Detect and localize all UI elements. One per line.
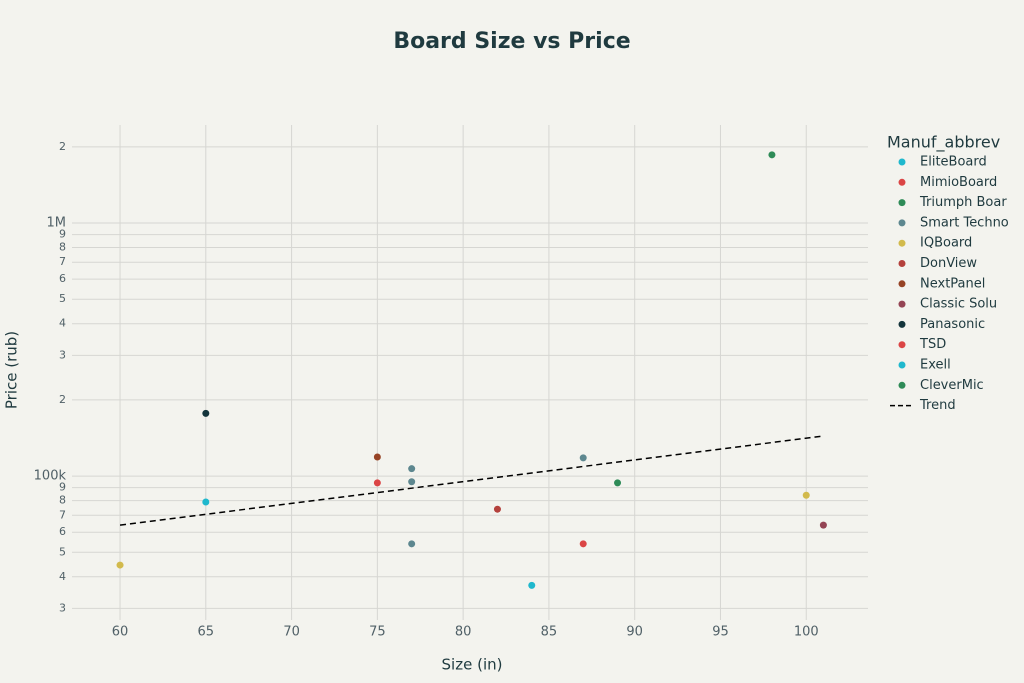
- legend-marker: [898, 158, 906, 166]
- legend-label: TSD: [919, 337, 946, 352]
- y-tick-label: 1M: [47, 216, 67, 231]
- point: [819, 521, 827, 529]
- legend-label: NextPanel: [920, 276, 985, 291]
- legend-label: Exell: [920, 358, 951, 373]
- legend-marker: [898, 219, 906, 227]
- y-tick-label: 100k: [34, 469, 67, 484]
- x-tick-label: 100: [794, 625, 819, 640]
- y-tick-label: 5: [59, 292, 66, 305]
- point: [528, 581, 536, 589]
- legend-label: EliteBoard: [920, 155, 987, 170]
- y-tick-label: 6: [59, 525, 66, 538]
- y-tick-label: 2: [59, 393, 66, 406]
- legend-marker: [898, 300, 906, 308]
- y-tick-label: 4: [59, 570, 66, 583]
- point: [408, 465, 416, 473]
- legend-label: Trend: [919, 398, 956, 413]
- legend-label: IQBoard: [920, 236, 972, 251]
- legend-marker: [898, 361, 906, 369]
- legend-marker: [898, 341, 906, 349]
- point: [202, 409, 210, 417]
- y-tick-label: 2: [59, 140, 66, 153]
- legend-marker: [898, 260, 906, 267]
- x-tick-label: 80: [455, 625, 472, 640]
- point: [802, 491, 810, 499]
- legend-marker: [898, 320, 906, 328]
- legend-marker: [898, 178, 906, 186]
- point: [202, 498, 210, 506]
- x-tick-label: 65: [198, 625, 215, 640]
- point: [768, 151, 776, 159]
- y-tick-label: 4: [59, 317, 66, 330]
- y-tick-label: 7: [59, 508, 66, 521]
- legend-label: Panasonic: [920, 317, 985, 332]
- legend-label: MimioBoard: [920, 175, 997, 190]
- y-tick-label: 5: [59, 545, 66, 558]
- y-tick-label: 3: [59, 601, 66, 614]
- x-tick-label: 70: [283, 625, 300, 640]
- legend-marker: [898, 239, 906, 247]
- point: [408, 540, 416, 548]
- legend-marker: [898, 381, 906, 389]
- y-tick-label: 9: [59, 228, 66, 241]
- legend-label: DonView: [920, 256, 977, 271]
- x-tick-label: 90: [626, 625, 643, 640]
- point: [373, 479, 381, 487]
- legend-label: Triumph Boar: [919, 195, 1007, 210]
- x-tick-label: 60: [112, 625, 129, 640]
- x-tick-label: 95: [712, 625, 729, 640]
- point: [493, 505, 501, 513]
- point: [408, 478, 416, 486]
- legend-title: Manuf_abbrev: [887, 133, 1000, 153]
- point: [614, 479, 622, 487]
- chart-title: Board Size vs Price: [393, 29, 630, 54]
- x-tick-label: 85: [541, 625, 558, 640]
- y-tick-label: 6: [59, 272, 66, 285]
- legend-label: CleverMic: [920, 378, 984, 393]
- trend-line: [119, 435, 824, 526]
- y-axis-label: Price (rub): [3, 331, 21, 409]
- y-tick-label: 7: [59, 255, 66, 268]
- y-tick-label: 8: [59, 241, 66, 254]
- legend-marker: [898, 280, 906, 288]
- point: [116, 561, 124, 569]
- legend-label: Smart Techno: [920, 215, 1009, 230]
- point: [579, 454, 587, 462]
- legend-marker: [898, 199, 906, 207]
- x-tick-label: 75: [369, 625, 386, 640]
- point: [373, 453, 381, 461]
- legend-label: Classic Solu: [920, 297, 997, 312]
- point: [579, 540, 587, 548]
- y-tick-label: 9: [59, 481, 66, 494]
- x-axis-label: Size (in): [442, 656, 503, 674]
- y-tick-label: 8: [59, 494, 66, 507]
- y-tick-label: 3: [59, 348, 66, 361]
